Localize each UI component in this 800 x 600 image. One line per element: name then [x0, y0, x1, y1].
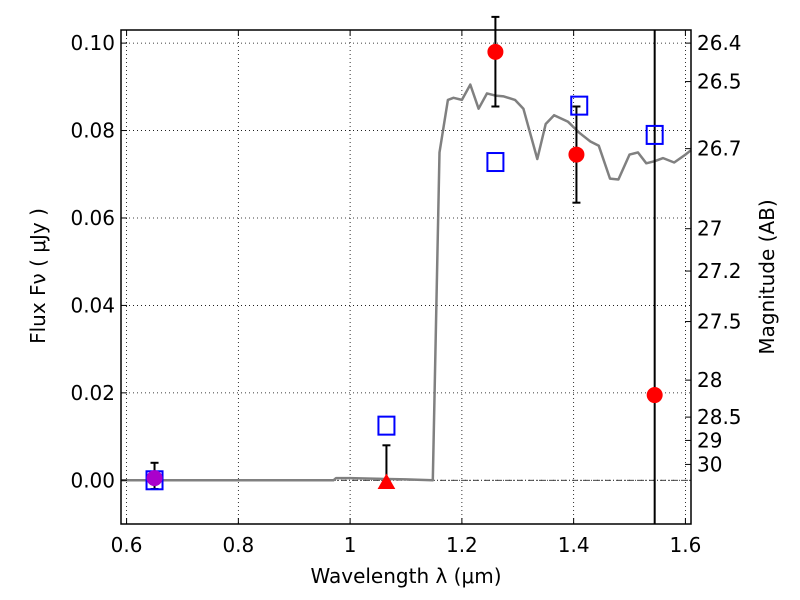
- measured-circle-point: [568, 146, 585, 163]
- tick-marks: [121, 30, 691, 524]
- x-axis-label: Wavelength λ (μm): [310, 564, 501, 588]
- measured-circle-point: [487, 43, 504, 60]
- measured-circle-point: [646, 387, 663, 404]
- x-tick-label: 1.4: [558, 533, 590, 557]
- y2-tick-label: 27.5: [697, 310, 742, 334]
- plot-frame: [120, 29, 692, 525]
- y-tick-label: 0.10: [70, 31, 115, 55]
- y-tick-label: 0.04: [70, 293, 115, 317]
- x-tick-label: 0.6: [111, 533, 143, 557]
- tick-labels: 0.6 0.8 1 1.2 1.4 1.6 0.00 0.02 0.04 0.06 0.08 0.10…: [70, 31, 741, 557]
- y2-axis-label: Magnitude (AB): [755, 199, 779, 354]
- y2-tick-label: 28.5: [697, 405, 742, 429]
- model-band-square-point: [645, 124, 664, 145]
- model-spectrum-line: [121, 83, 692, 482]
- plot-border: [120, 29, 692, 525]
- model-band-square-point: [570, 95, 589, 116]
- plot-area: [121, 15, 692, 524]
- y-tick-label: 0.06: [70, 206, 115, 230]
- model-band-square-point: [377, 415, 396, 436]
- x-tick-label: 1.6: [670, 533, 702, 557]
- y2-tick-label: 26.4: [697, 31, 742, 55]
- y2-tick-label: 28: [697, 368, 722, 392]
- y-tick-label: 0.02: [70, 381, 115, 405]
- y2-tick-label: 27.2: [697, 259, 742, 283]
- model-band-square-point: [486, 152, 505, 173]
- y2-tick-label: 29: [697, 428, 722, 452]
- y2-tick-label: 30: [697, 452, 722, 476]
- x-tick-label: 1.2: [446, 533, 478, 557]
- special-circle-point: [146, 470, 163, 487]
- x-tick-label: 0.8: [222, 533, 254, 557]
- upper-limit-triangle-point: [377, 473, 396, 489]
- x-tick-label: 1: [344, 533, 357, 557]
- y-tick-label: 0.08: [70, 119, 115, 143]
- y-tick-label: 0.00: [70, 468, 115, 492]
- y-axis-label: Flux Fν ( μJy ): [26, 208, 50, 344]
- y2-tick-label: 26.5: [697, 70, 742, 94]
- y2-tick-label: 26.7: [697, 137, 742, 161]
- y2-tick-label: 27: [697, 217, 722, 241]
